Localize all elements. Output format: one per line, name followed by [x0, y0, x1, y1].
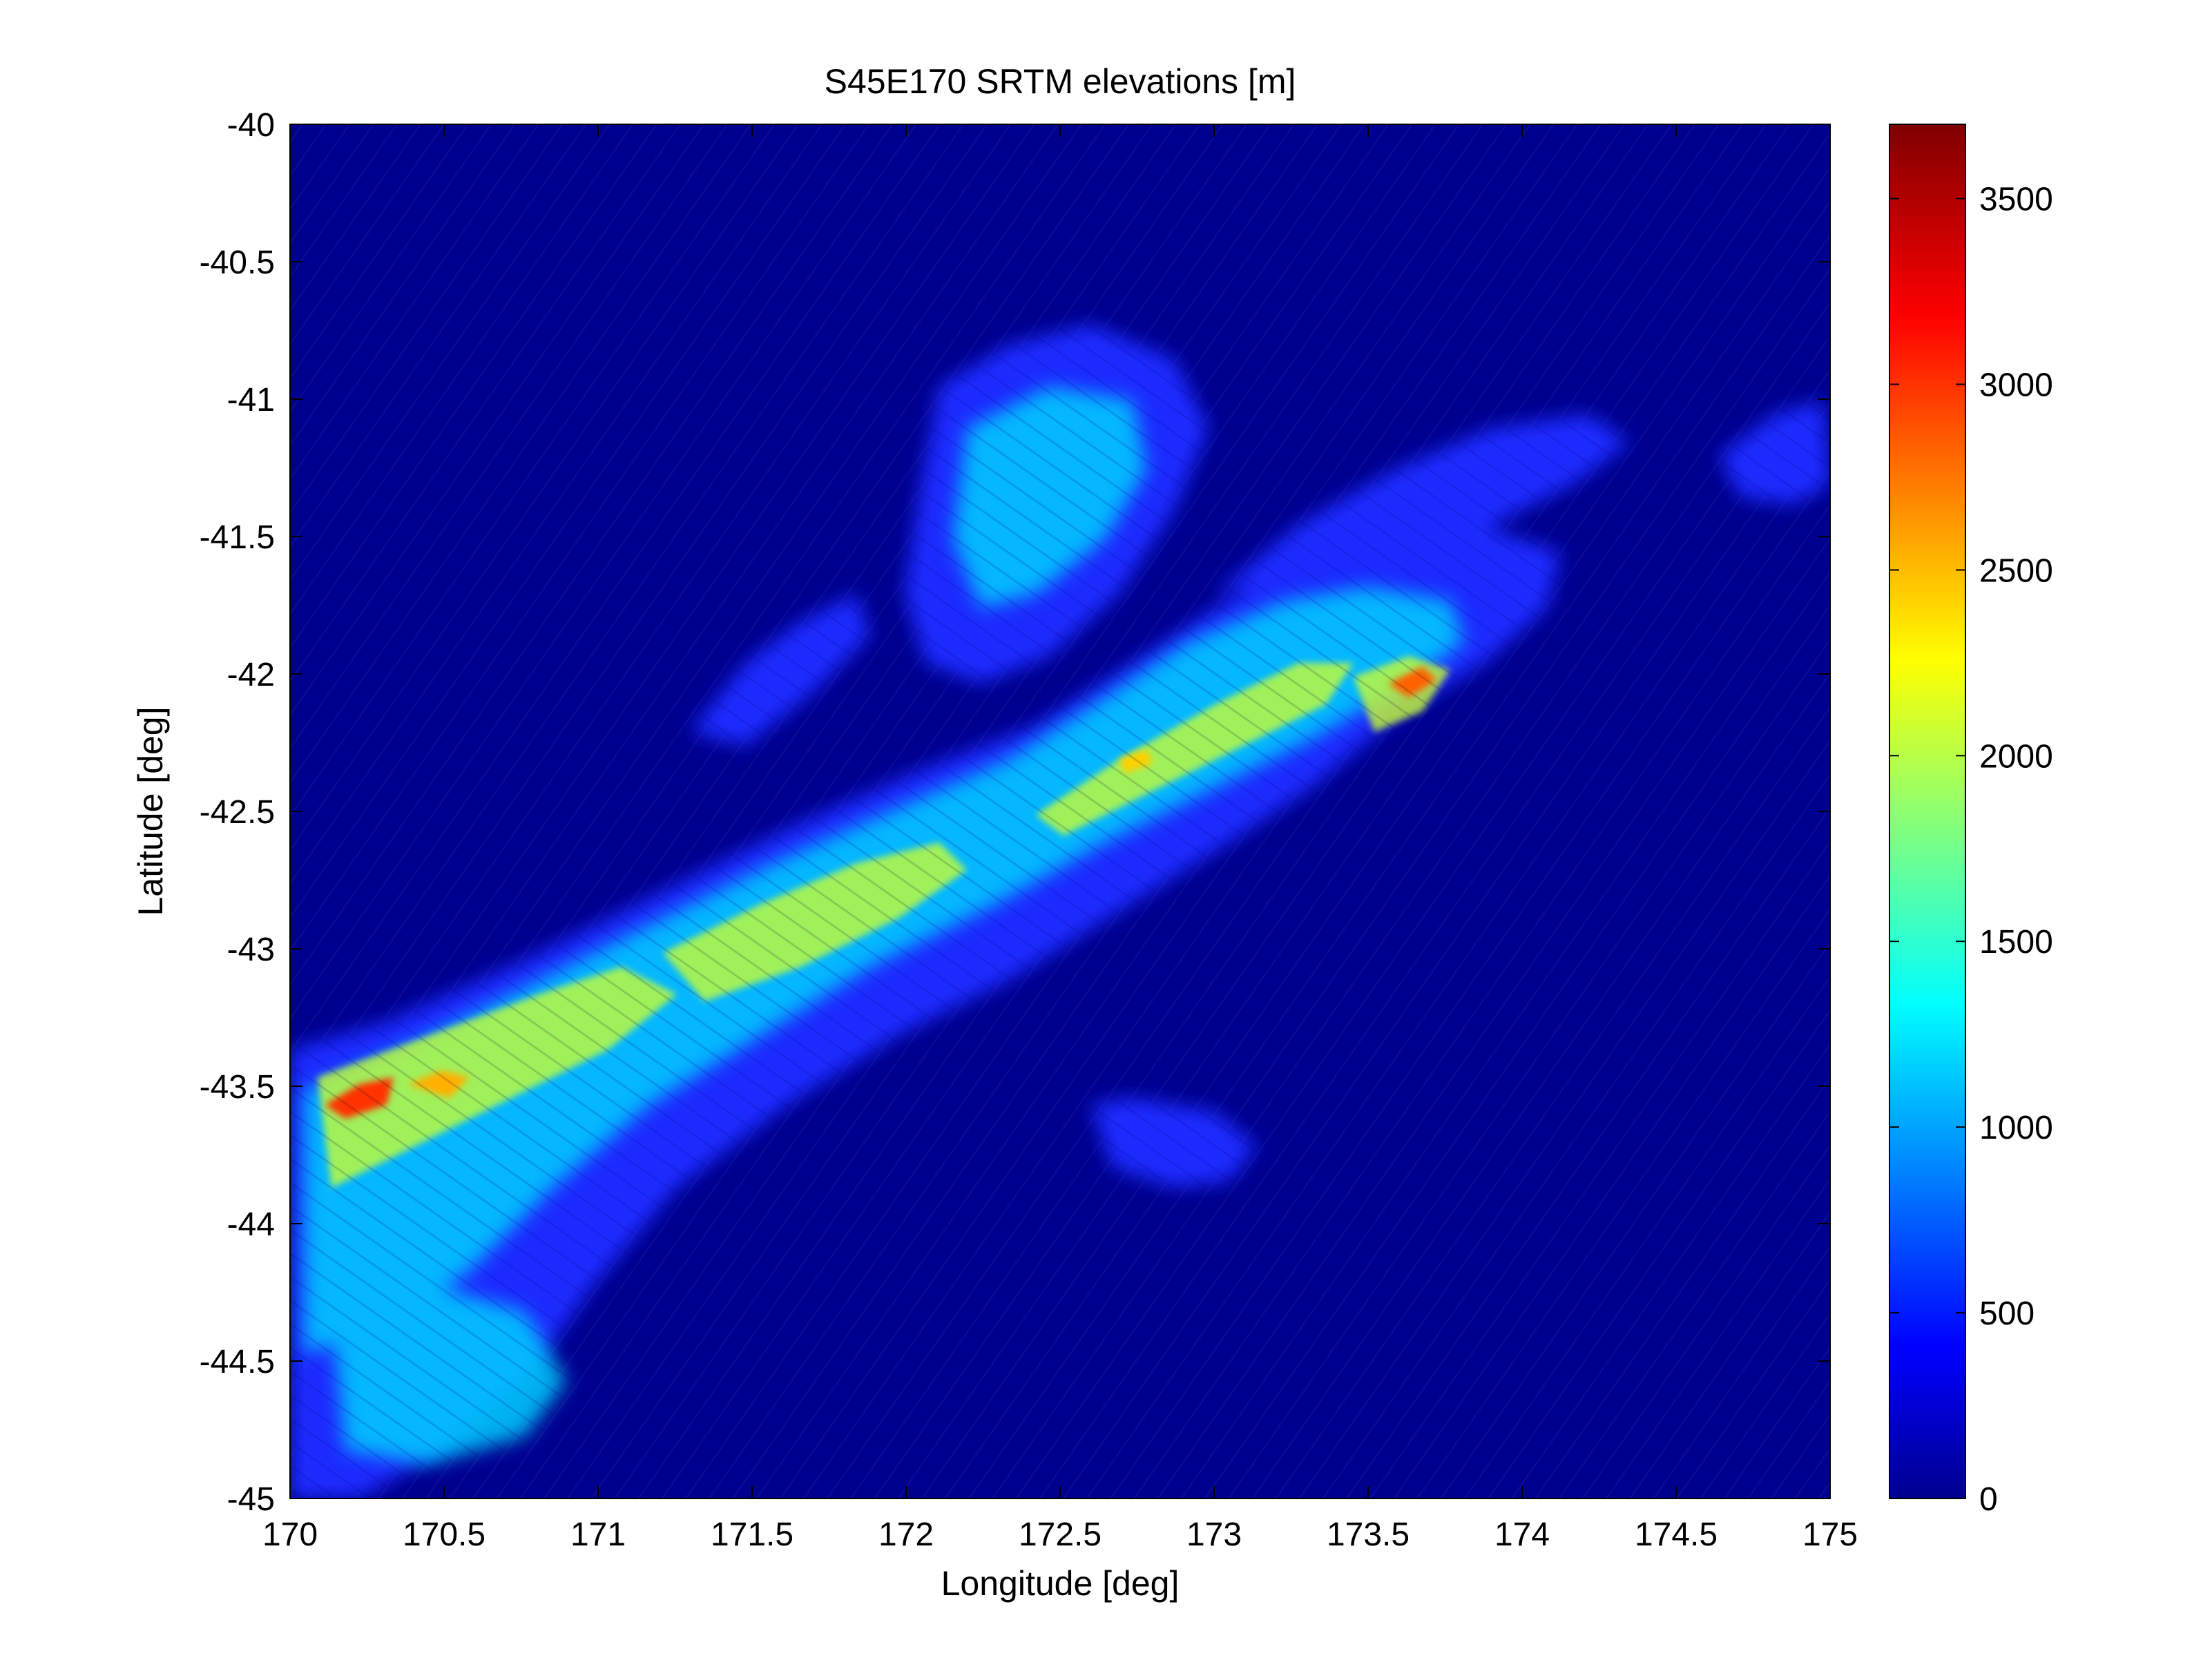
x-tick-label: 170.5	[403, 1516, 485, 1553]
x-tick-label: 171.5	[711, 1516, 794, 1553]
y-tick-label: -41.5	[200, 519, 275, 556]
colorbar-tick-label: 1000	[1979, 1110, 2053, 1146]
chart-title: S45E170 SRTM elevations [m]	[825, 62, 1296, 101]
colorbar-tick-label: 500	[1979, 1295, 2035, 1332]
x-tick-label: 173	[1186, 1516, 1242, 1553]
y-tick-label: -42.5	[200, 794, 275, 831]
y-tick-label: -42	[227, 657, 275, 693]
x-axis: 170 170.5 171 171.5 172 172.5 173 173.5 174 174.5…	[262, 124, 1858, 1553]
colorbar-tick-label: 3500	[1979, 182, 2053, 218]
x-tick-label: 174	[1494, 1516, 1550, 1553]
y-axis-label: Latitude [deg]	[131, 706, 170, 916]
y-axis: -40 -40.5 -41 -41.5 -42 -42.5 -43 -43.5 -44 -44.5…	[200, 107, 1830, 1518]
x-tick-label: 172	[878, 1516, 934, 1553]
colorbar-tick-label: 3000	[1979, 367, 2053, 403]
colorbar-tick-label: 0	[1979, 1481, 1998, 1518]
y-tick-label: -40.5	[200, 244, 275, 281]
x-tick-label: 171	[570, 1516, 626, 1553]
colorbar-tick-label: 2000	[1979, 738, 2053, 775]
y-tick-label: -45	[227, 1481, 275, 1518]
x-tick-label: 173.5	[1327, 1516, 1410, 1553]
colorbar-tick-label: 1500	[1979, 924, 2053, 961]
x-tick-label: 174.5	[1635, 1516, 1718, 1553]
y-tick-label: -40	[227, 107, 275, 144]
x-tick-label: 172.5	[1019, 1516, 1102, 1553]
y-tick-label: -44	[227, 1206, 275, 1243]
elevation-image	[290, 124, 1830, 1498]
x-axis-label: Longitude [deg]	[941, 1564, 1180, 1603]
x-tick-label: 170	[262, 1516, 318, 1553]
y-tick-label: -41	[227, 382, 275, 418]
colorbar-tick-label: 2500	[1979, 552, 2053, 589]
y-tick-label: -43.5	[200, 1069, 275, 1106]
colorbar	[1889, 124, 1966, 1499]
colorbar-ticks: 0 500 1000 1500 2000 2500 3000 3500	[1889, 182, 2053, 1518]
x-tick-label: 175	[1802, 1516, 1858, 1553]
y-tick-label: -43	[227, 932, 275, 968]
y-tick-label: -44.5	[200, 1344, 275, 1380]
